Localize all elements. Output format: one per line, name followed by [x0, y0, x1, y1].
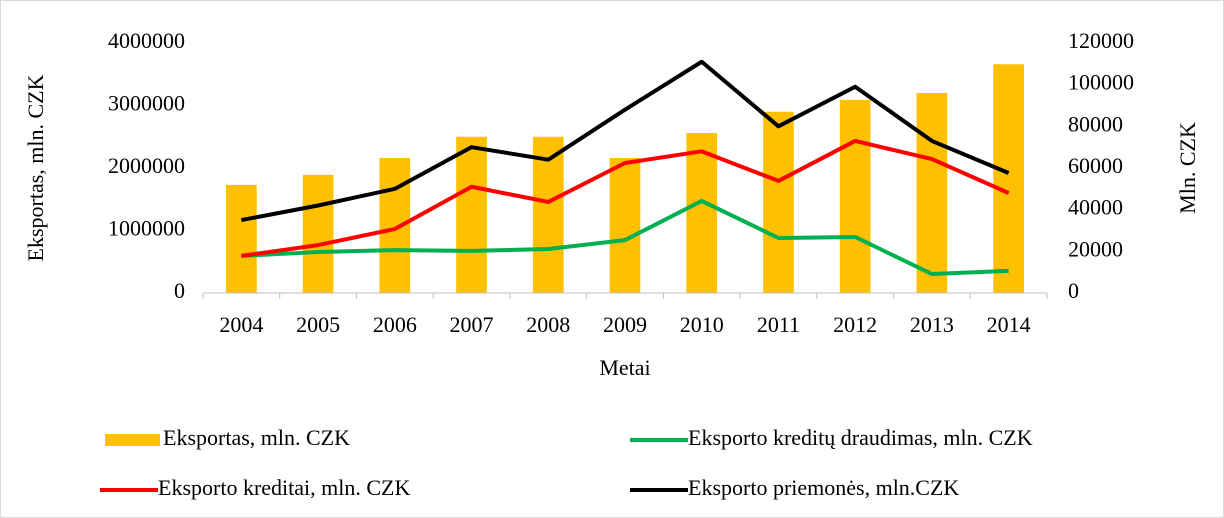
line-series [240, 59, 1010, 223]
bar [916, 93, 948, 293]
legend-label: Eksporto kreditų draudimas, mln. CZK [688, 425, 1033, 450]
legend-label: Eksporto priemonės, mln.CZK [688, 475, 959, 500]
bar [302, 174, 334, 293]
x-axis-title: Metai [599, 355, 650, 380]
x-tick-label: 2010 [680, 312, 724, 337]
y-tick-label: 0 [174, 278, 185, 303]
y2-tick-label: 100000 [1068, 70, 1134, 95]
bar [686, 133, 718, 293]
line-series [241, 198, 1009, 277]
x-tick-label: 2007 [450, 312, 494, 337]
x-tick-label: 2011 [757, 312, 800, 337]
x-tick-label: 2012 [833, 312, 877, 337]
x-tick-label: 2004 [219, 312, 263, 337]
bar [609, 158, 641, 293]
bar [456, 136, 487, 293]
y2-tick-label: 0 [1068, 278, 1079, 303]
x-tick-label: 2009 [603, 312, 647, 337]
x-tick-label: 2006 [373, 312, 417, 337]
y2-tick-label: 80000 [1068, 111, 1123, 136]
bar [226, 184, 257, 293]
legend-label: Eksportas, mln. CZK [163, 425, 350, 450]
line-series [241, 138, 1010, 258]
x-tick-label: 2014 [987, 312, 1031, 337]
y2-tick-label: 40000 [1068, 195, 1123, 220]
legend-label: Eksporto kreditai, mln. CZK [158, 475, 410, 500]
y2-tick-label: 60000 [1068, 153, 1123, 178]
y-tick-label: 4000000 [108, 28, 185, 53]
y-tick-label: 2000000 [108, 153, 185, 178]
bar [763, 111, 794, 293]
bar [839, 99, 871, 293]
bar [379, 158, 411, 293]
y2-tick-label: 20000 [1068, 236, 1123, 261]
y2-axis-title: Mln. CZK [1175, 122, 1200, 214]
x-tick-label: 2005 [296, 312, 340, 337]
x-tick-label: 2013 [910, 312, 954, 337]
y-tick-label: 1000000 [108, 216, 185, 241]
x-tick-label: 2008 [526, 312, 570, 337]
y-axis-title: Eksportas, mln. CZK [23, 74, 48, 261]
y-tick-label: 3000000 [108, 91, 185, 116]
bar [532, 136, 564, 293]
y2-tick-label: 120000 [1068, 28, 1134, 53]
bar [993, 64, 1024, 293]
legend-swatch [105, 434, 160, 446]
